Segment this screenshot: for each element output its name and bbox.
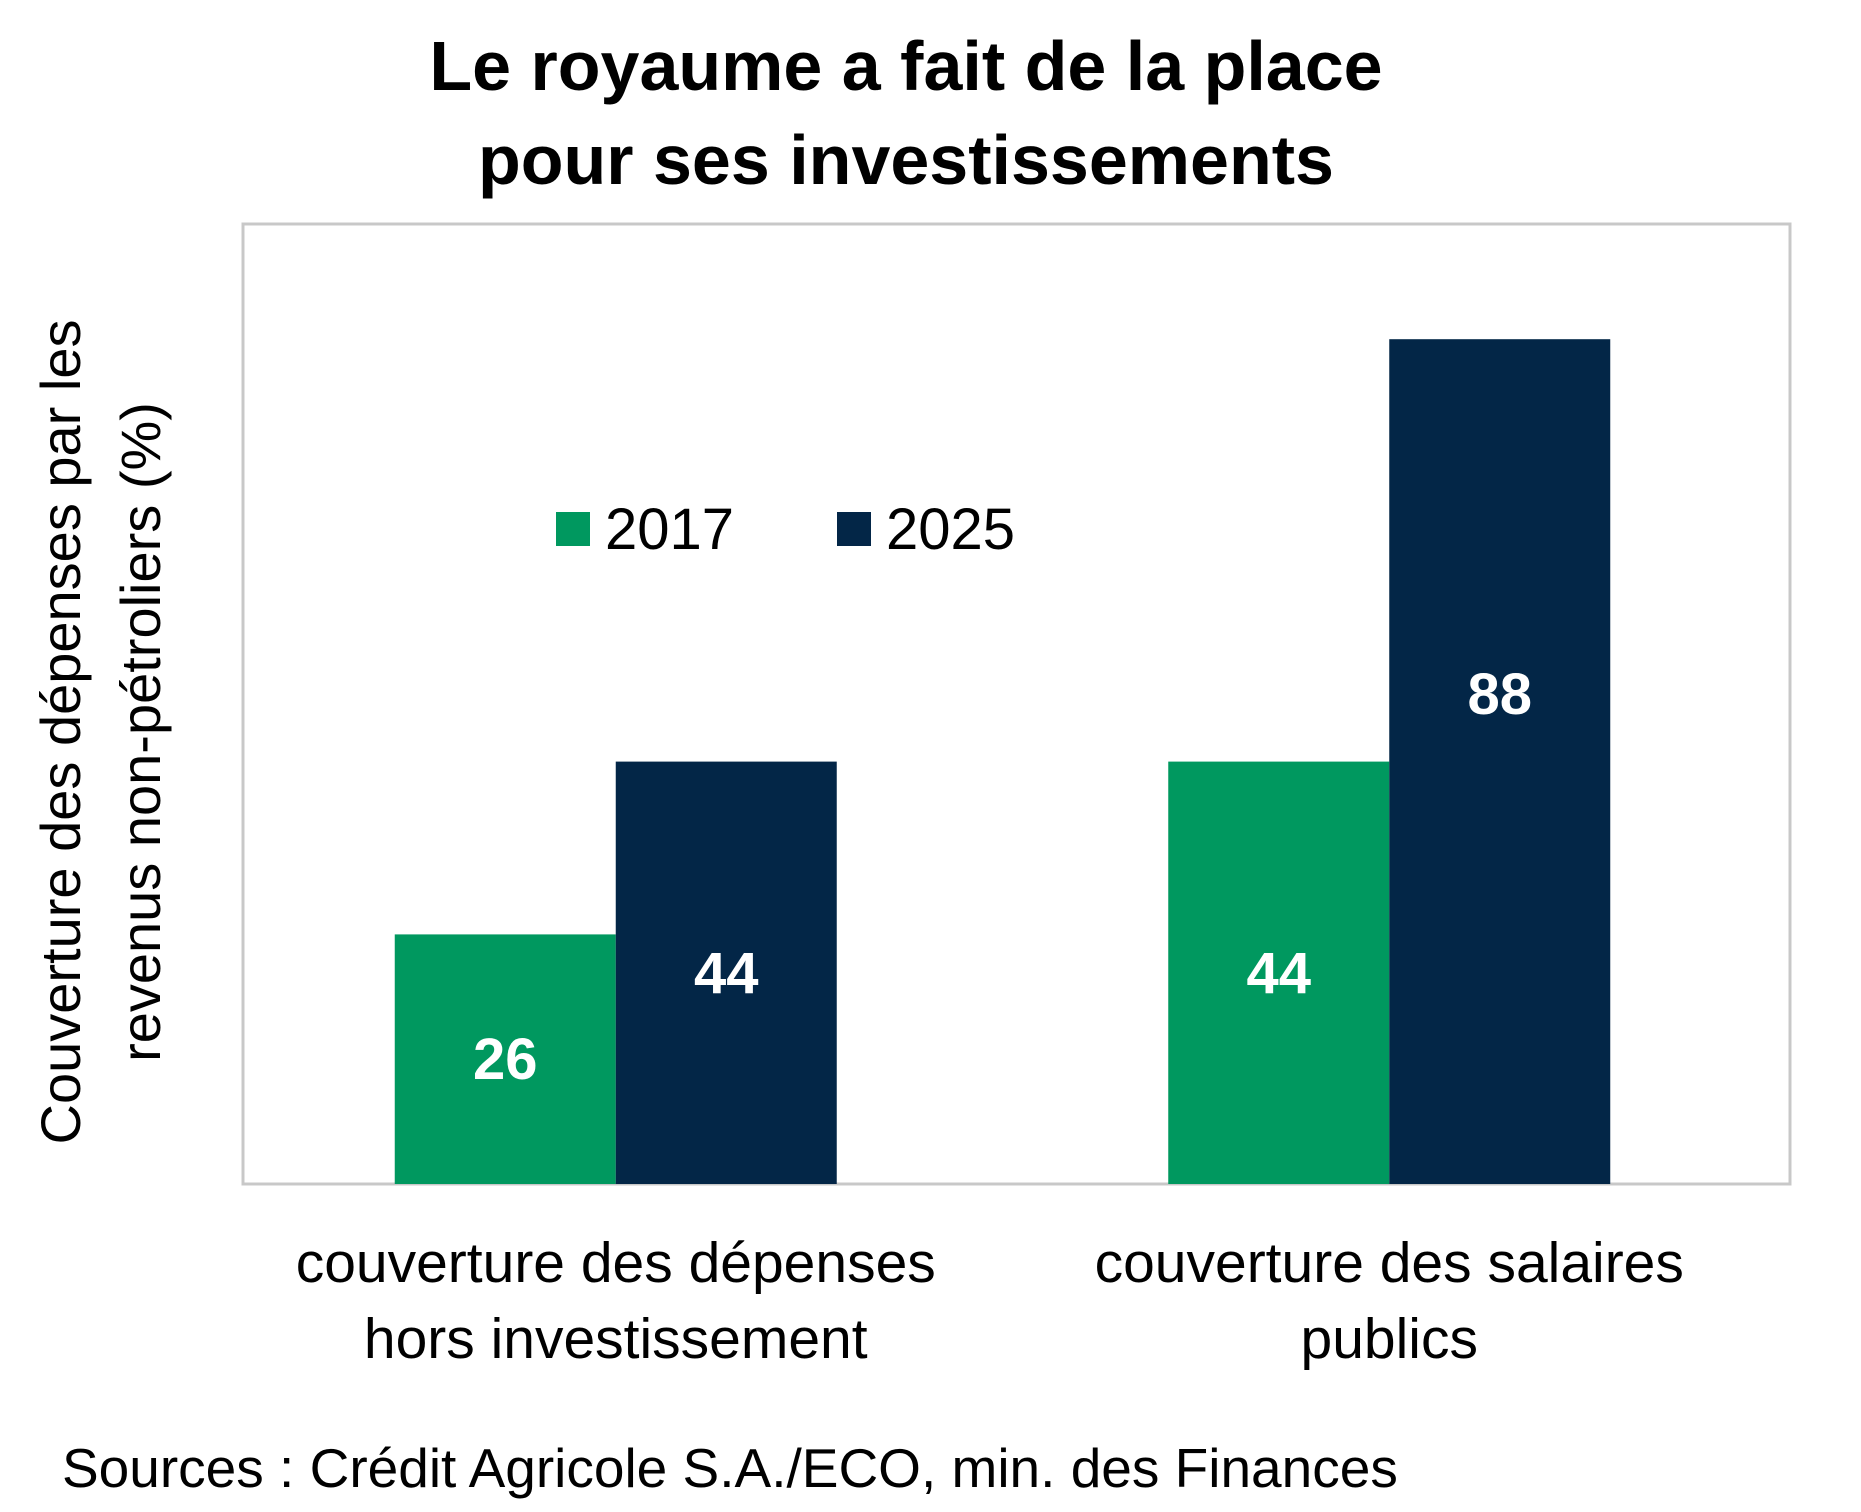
legend-label-2017: 2017	[605, 497, 734, 562]
data-label: 44	[694, 941, 759, 1006]
category-label: publics	[1301, 1307, 1478, 1371]
chart-title-line-1: Le royaume a fait de la place	[429, 27, 1382, 105]
bar-2017-1	[394, 934, 616, 1184]
data-label: 26	[473, 1027, 538, 1092]
legend-swatch-2025	[837, 512, 871, 546]
chart-title-line-2: pour ses investissements	[478, 121, 1334, 199]
category-label: couverture des salaires	[1095, 1231, 1684, 1295]
category-label: hors investissement	[364, 1307, 868, 1371]
legend-label-2025: 2025	[886, 497, 1015, 562]
category-label: couverture des dépenses	[296, 1231, 936, 1295]
y-axis-label-line-1: Couverture des dépenses par les	[29, 320, 92, 1145]
data-label: 88	[1467, 662, 1532, 727]
bar-2025-1	[615, 761, 837, 1184]
y-axis-label-line-2: revenus non-pétroliers (%)	[109, 402, 172, 1062]
bar-2025-2	[1389, 339, 1611, 1184]
source-note: Sources : Crédit Agricole S.A./ECO, min.…	[62, 1437, 1398, 1499]
bar-2017-2	[1168, 761, 1390, 1184]
data-label: 44	[1246, 941, 1311, 1006]
legend-swatch-2017	[556, 512, 590, 546]
